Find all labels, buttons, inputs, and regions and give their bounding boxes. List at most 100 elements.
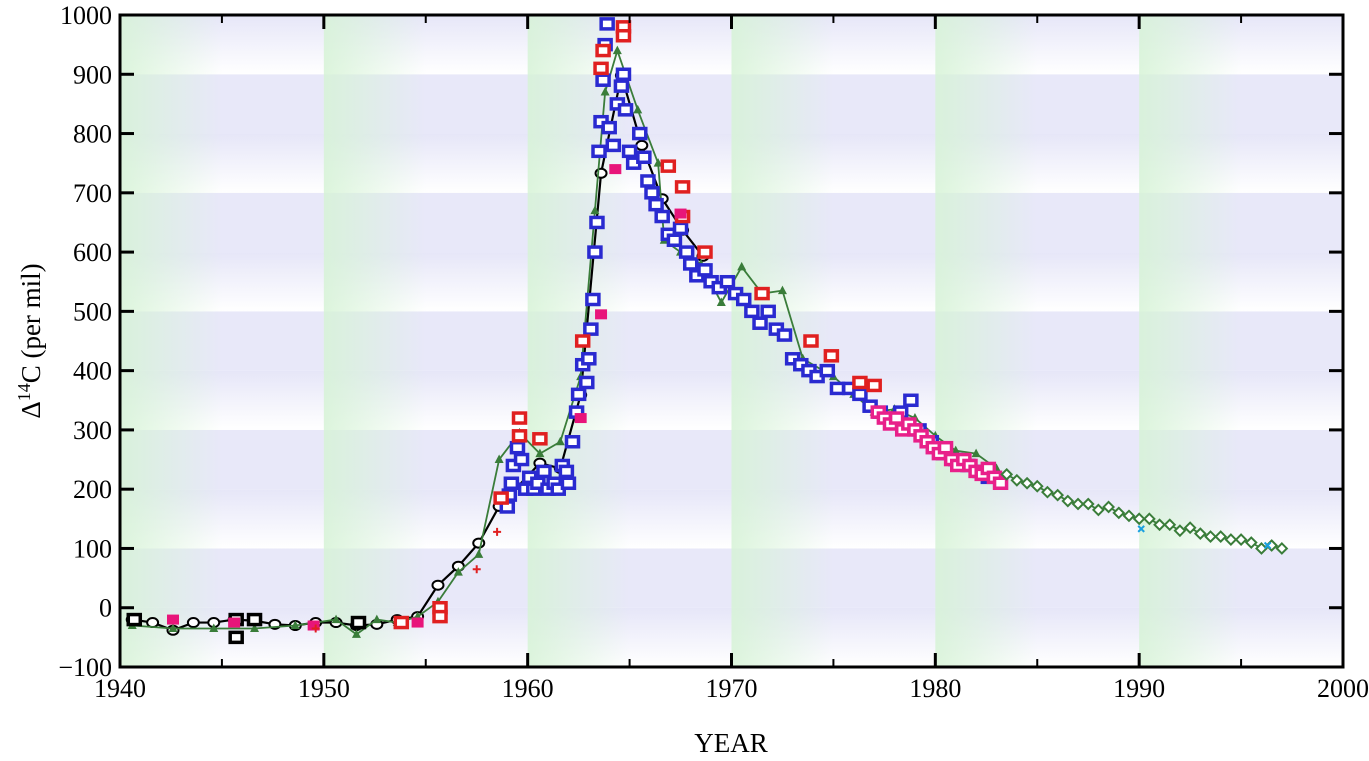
x-tick-label: 1940 bbox=[94, 674, 146, 703]
data-point-diamond bbox=[1010, 473, 1024, 487]
data-point-square bbox=[599, 17, 615, 31]
data-point-square bbox=[228, 630, 244, 645]
y-label-sup: 14 bbox=[14, 383, 34, 401]
data-point-square bbox=[595, 43, 611, 58]
data-point-square bbox=[393, 615, 410, 630]
data-point-square bbox=[585, 292, 601, 307]
data-point-square bbox=[992, 476, 1009, 491]
data-point-diamond bbox=[1112, 506, 1126, 520]
data-point-filled-square bbox=[595, 309, 608, 320]
data-point-square bbox=[601, 120, 617, 135]
data-point-diamond bbox=[1000, 467, 1014, 481]
data-point-square bbox=[509, 440, 526, 455]
data-point-square bbox=[866, 378, 882, 393]
data-point-diamond bbox=[1061, 494, 1075, 508]
data-point-triangle bbox=[290, 620, 300, 630]
data-point-square bbox=[735, 292, 752, 307]
data-point-square bbox=[558, 464, 575, 479]
data-point-square bbox=[564, 435, 581, 449]
data-point-diamond bbox=[1081, 497, 1095, 511]
y-tick-label: 400 bbox=[73, 357, 112, 386]
y-tick-label: 900 bbox=[73, 60, 112, 89]
data-point-square bbox=[636, 150, 652, 165]
data-point-square bbox=[644, 186, 660, 200]
data-point-triangle bbox=[971, 448, 981, 458]
vertical-band bbox=[323, 15, 426, 667]
data-point-diamond bbox=[1224, 533, 1238, 546]
data-point-triangle bbox=[494, 454, 504, 464]
data-point-triangle bbox=[535, 448, 545, 458]
data-point-triangle bbox=[372, 614, 382, 624]
data-point-square bbox=[666, 233, 683, 247]
data-point-diamond bbox=[1255, 542, 1268, 555]
y-tick-label: 500 bbox=[73, 297, 112, 326]
data-point-square bbox=[744, 304, 760, 319]
data-point-square bbox=[560, 476, 577, 491]
data-point-filled-square bbox=[166, 614, 179, 625]
data-point-diamond bbox=[1020, 476, 1034, 490]
data-point-triangle bbox=[250, 623, 260, 632]
data-point-square bbox=[432, 609, 448, 624]
data-point-square bbox=[803, 334, 819, 348]
data-point-square bbox=[593, 61, 609, 76]
data-point-x bbox=[1263, 541, 1272, 550]
data-point-square bbox=[823, 349, 840, 363]
data-point-triangle bbox=[737, 261, 747, 271]
plot-background bbox=[120, 15, 1343, 667]
data-point-square bbox=[819, 363, 836, 378]
data-point-square bbox=[648, 197, 664, 212]
y-axis-label: Δ14C (per mil) bbox=[14, 263, 46, 418]
data-point-diamond bbox=[1214, 530, 1228, 544]
x-tick-label: 2000 bbox=[1317, 674, 1369, 703]
data-point-circle bbox=[431, 579, 445, 591]
data-point-square bbox=[682, 257, 699, 271]
data-point-square bbox=[589, 215, 605, 230]
data-point-diamond bbox=[1132, 512, 1146, 526]
vertical-band bbox=[120, 15, 222, 667]
data-point-square bbox=[754, 286, 770, 301]
series-3 bbox=[393, 20, 882, 630]
data-point-circle bbox=[186, 617, 200, 629]
data-point-triangle bbox=[633, 104, 643, 114]
data-point-square bbox=[581, 352, 597, 366]
y-tick-label: 1000 bbox=[60, 1, 112, 30]
data-point-diamond bbox=[1275, 542, 1289, 555]
y-tick-label: 600 bbox=[73, 238, 112, 267]
data-point-triangle bbox=[351, 629, 361, 638]
data-point-triangle bbox=[590, 205, 600, 215]
data-point-triangle bbox=[716, 297, 726, 306]
data-point-square bbox=[570, 387, 587, 402]
data-point-square bbox=[595, 73, 611, 87]
y-tick-label: 200 bbox=[73, 475, 112, 504]
data-point-diamond bbox=[1163, 518, 1177, 532]
data-point-triangle bbox=[209, 623, 219, 632]
data-point-square bbox=[776, 328, 793, 342]
data-point-diamond bbox=[1091, 503, 1105, 517]
y-tick-label: 0 bbox=[99, 594, 112, 623]
data-point-triangle bbox=[600, 87, 610, 96]
data-point-square bbox=[511, 411, 528, 425]
data-point-square bbox=[660, 159, 677, 173]
data-point-diamond bbox=[1193, 527, 1207, 541]
data-point-diamond bbox=[1204, 530, 1217, 544]
data-point-triangle bbox=[653, 158, 663, 167]
data-point-square bbox=[654, 209, 670, 224]
data-point-diamond bbox=[1183, 521, 1197, 535]
data-point-circle bbox=[635, 139, 649, 151]
data-point-square bbox=[697, 245, 713, 259]
data-point-triangle bbox=[168, 623, 178, 632]
data-point-triangle bbox=[331, 614, 341, 624]
data-point-plus bbox=[472, 565, 481, 574]
data-point-diamond bbox=[1102, 500, 1116, 514]
data-point-triangle bbox=[555, 436, 565, 446]
data-point-square bbox=[246, 612, 263, 627]
data-point-square bbox=[615, 67, 632, 82]
data-point-diamond bbox=[1071, 497, 1085, 511]
data-point-square bbox=[493, 491, 509, 505]
y-tick-label: 700 bbox=[73, 179, 112, 208]
series-7 bbox=[870, 405, 1009, 491]
data-point-diamond bbox=[1153, 518, 1166, 532]
data-point-square bbox=[591, 144, 607, 159]
data-point-square bbox=[632, 126, 648, 141]
